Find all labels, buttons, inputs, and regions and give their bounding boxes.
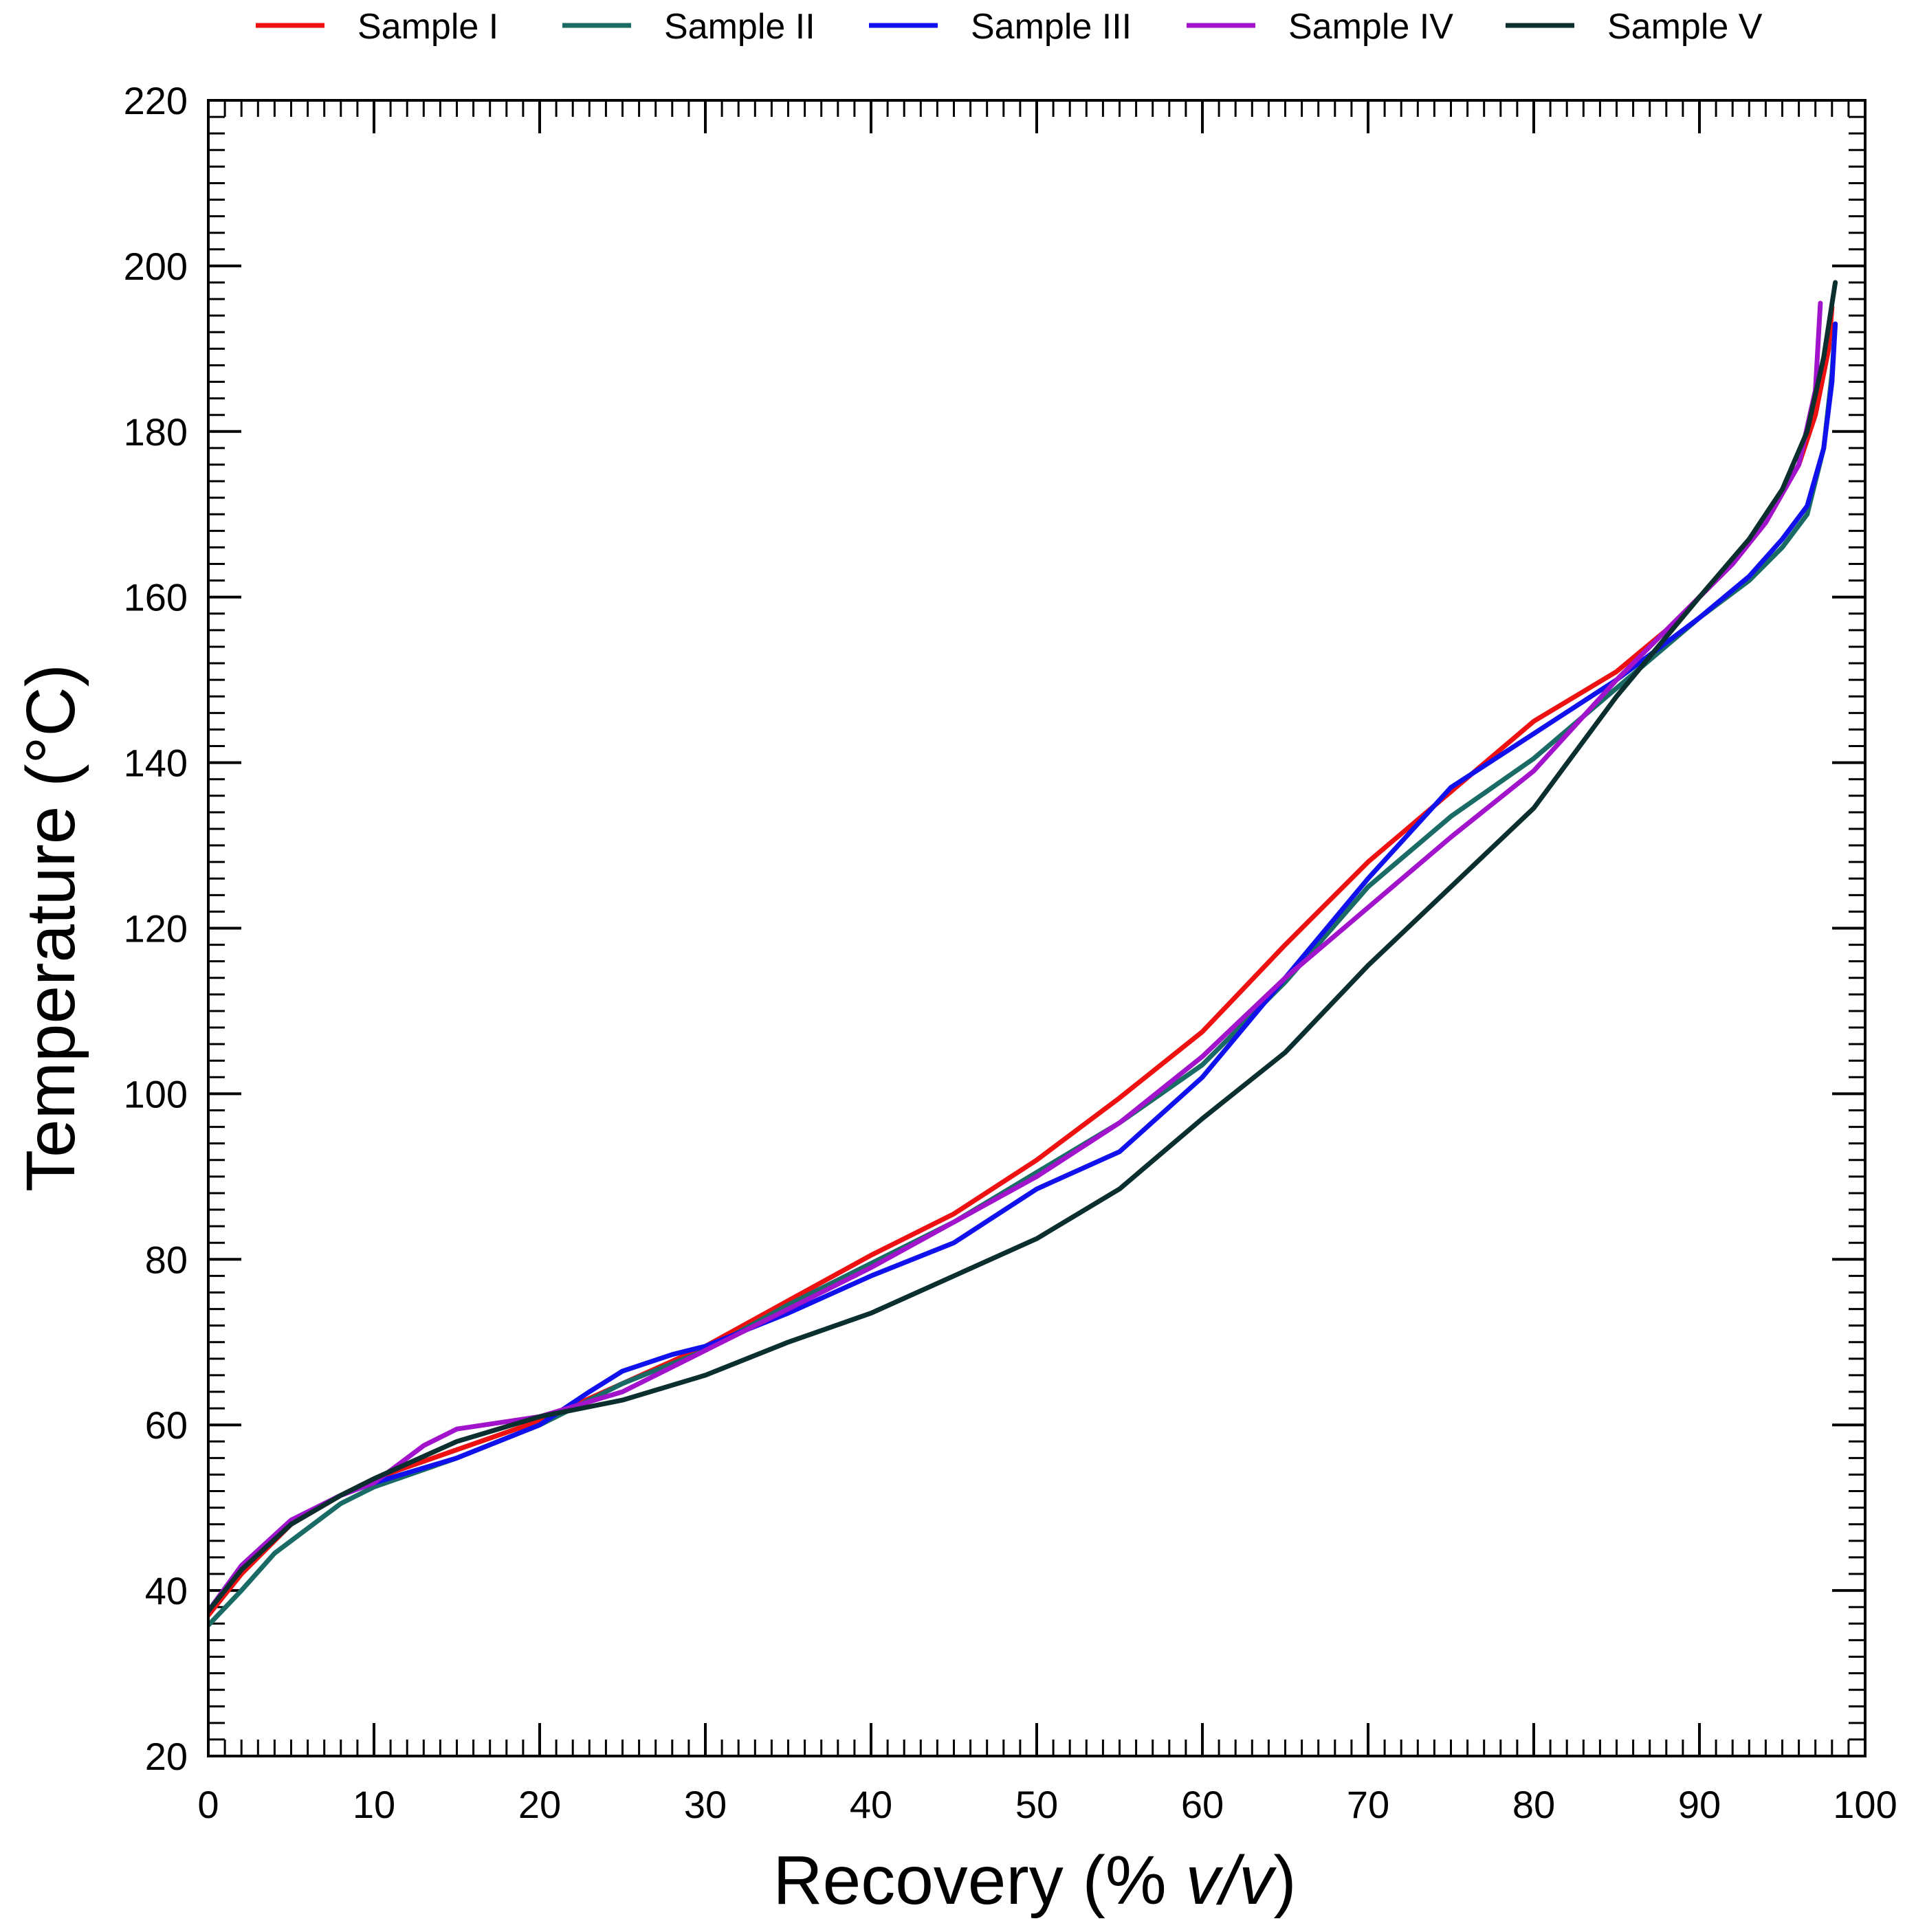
- y-tick-label: 60: [145, 1403, 188, 1447]
- series-line-3: [208, 321, 1838, 1614]
- x-tick-label: 0: [197, 1783, 219, 1826]
- y-tick-label: 20: [145, 1735, 188, 1778]
- series-layer: [208, 280, 1838, 1628]
- y-tick-label: 180: [124, 410, 188, 454]
- y-tick-label: 80: [145, 1238, 188, 1281]
- major-ticks: [207, 99, 1867, 1757]
- legend-label-2: Sample II: [664, 7, 815, 47]
- y-tick-labels: 20 40 60 80 100 120 140 160 180 200 220: [124, 79, 188, 1778]
- legend-label-5: Sample V: [1607, 7, 1763, 47]
- y-axis-title: Temperature (°C): [12, 664, 89, 1192]
- series-line-5: [208, 280, 1838, 1614]
- x-axis-title: Recovery (% v/v): [773, 1842, 1296, 1919]
- x-tick-labels: 0 10 20 30 40 50 60 70 80 90 100: [197, 1783, 1897, 1826]
- legend-label-3: Sample III: [971, 7, 1132, 47]
- x-tick-label: 60: [1181, 1783, 1224, 1826]
- x-tick-label: 80: [1512, 1783, 1555, 1826]
- x-tick-label: 40: [850, 1783, 892, 1826]
- x-tick-label: 10: [353, 1783, 395, 1826]
- x-tick-label: 30: [684, 1783, 727, 1826]
- y-tick-label: 100: [124, 1072, 188, 1115]
- x-axis-title-main: Recovery (%: [773, 1842, 1185, 1919]
- minor-ticks: [208, 100, 1865, 1756]
- x-axis-title-end: ): [1273, 1842, 1296, 1919]
- x-tick-label: 90: [1678, 1783, 1721, 1826]
- y-tick-label: 220: [124, 79, 188, 122]
- y-tick-label: 120: [124, 907, 188, 951]
- series-line-1: [208, 304, 1835, 1618]
- series-line-4: [208, 300, 1823, 1614]
- x-tick-label: 100: [1833, 1783, 1897, 1826]
- legend-label-4: Sample IV: [1288, 7, 1453, 47]
- y-tick-label: 140: [124, 742, 188, 785]
- legend-label-1: Sample I: [357, 7, 498, 47]
- x-tick-label: 70: [1347, 1783, 1389, 1826]
- legend: Sample I Sample II Sample III Sample IV Samp…: [256, 7, 1763, 47]
- plot-frame: [207, 99, 1867, 1757]
- y-tick-label: 160: [124, 576, 188, 619]
- x-tick-label: 50: [1015, 1783, 1058, 1826]
- y-tick-label: 200: [124, 245, 188, 288]
- y-tick-label: 40: [145, 1569, 188, 1612]
- x-tick-label: 20: [518, 1783, 561, 1826]
- x-axis-title-italic: v/v: [1186, 1842, 1277, 1919]
